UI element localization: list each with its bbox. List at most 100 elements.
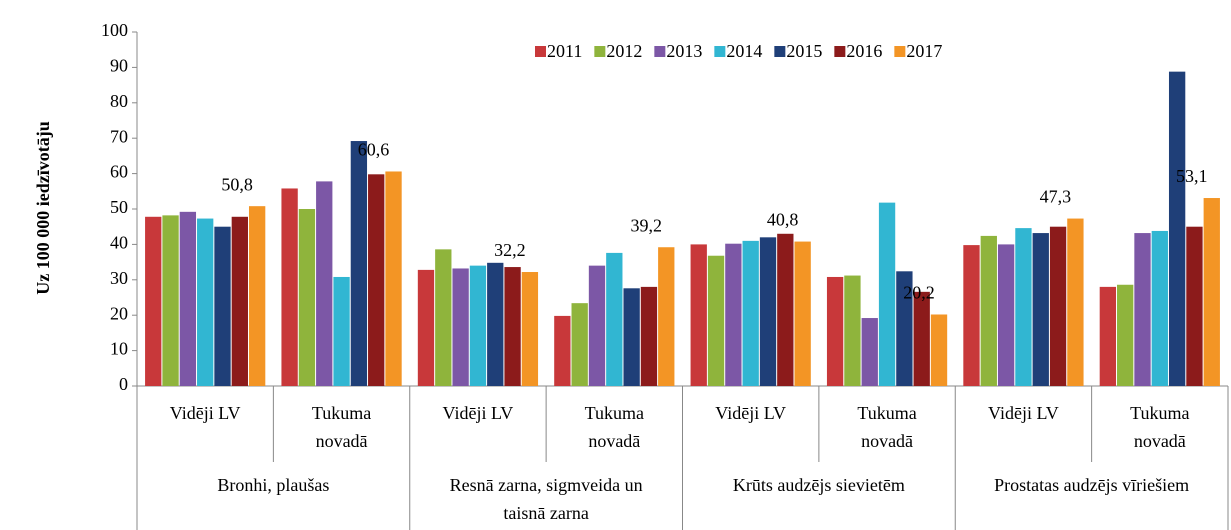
bar [571,303,588,386]
data-label: 47,3 [1040,187,1072,207]
legend-swatch [714,46,726,57]
legend-label: 2016 [846,41,882,61]
data-label: 60,6 [358,140,390,160]
legend-swatch [594,46,606,57]
bar [878,202,896,386]
bar [826,276,844,386]
data-label: 40,8 [767,210,799,230]
bar [623,288,640,386]
bar [1186,226,1203,386]
bar [452,268,469,386]
y-tick-label: 0 [119,374,128,394]
x-tick-label: Vidēji LV [443,403,514,423]
bar [606,252,623,386]
legend-swatch [774,46,786,57]
y-axis-label: Uz 100 000 iedzīvotāju [33,121,53,294]
bar [707,255,725,386]
data-label: 53,1 [1176,166,1208,186]
legend-label: 2015 [786,41,822,61]
group-label: Prostatas audzējs vīriešiem [994,475,1189,495]
bar [504,267,521,386]
legend-swatch [535,46,546,57]
bar [417,269,435,386]
bar [588,265,606,386]
bar [435,249,452,386]
legend-swatch [894,46,906,57]
bar [333,276,350,386]
bar [179,211,197,386]
bar [658,247,675,386]
x-tick-label: Tukuma novadā [312,403,371,451]
bar [248,206,266,386]
legend-swatch [654,46,666,57]
x-tick-label: Vidēji LV [715,403,786,423]
bar [298,209,316,386]
bar [794,241,811,386]
data-label: 32,2 [494,240,526,260]
bar [1168,71,1186,386]
group-label: Resnā zarna, sigmveida un taisnā zarna [450,475,643,523]
bar [742,240,759,386]
bar [231,216,248,386]
bar [980,235,997,386]
bar [1032,233,1049,386]
y-tick-label: 60 [110,162,128,182]
legend-label: 2014 [726,41,762,61]
bar [861,318,878,386]
bar [640,286,658,386]
bar [963,245,980,386]
y-tick-label: 30 [110,268,128,288]
bar [844,275,861,386]
bar [469,265,487,386]
bar [214,226,231,386]
bar [197,218,214,386]
legend-label: 2012 [606,41,642,61]
bar [350,141,368,386]
legend-label: 2011 [547,41,582,61]
bar [759,237,777,386]
bar [690,244,707,386]
bar [1067,218,1084,386]
bar [896,271,913,386]
data-label: 20,2 [903,283,935,303]
legend-label: 2013 [666,41,702,61]
legend-swatch [834,46,846,57]
bar [368,174,385,386]
group-label: Bronhi, plaušas [217,475,329,495]
y-tick-label: 40 [110,233,128,253]
bar [930,314,948,386]
bar [1049,226,1067,386]
bar [521,272,539,386]
y-tick-label: 20 [110,303,128,323]
x-tick-label: Vidēji LV [170,403,241,423]
y-tick-label: 50 [110,197,128,217]
legend-label: 2017 [906,41,942,61]
bar [385,171,402,386]
y-tick-label: 70 [110,126,128,146]
bar [145,216,162,386]
bar [1203,198,1220,386]
bar [281,188,298,386]
bar [725,243,742,386]
y-tick-label: 10 [110,339,128,359]
bar [913,291,930,386]
bar [1151,230,1168,386]
bar [1015,228,1032,386]
bar [487,262,504,386]
bar [997,244,1015,386]
y-tick-label: 80 [110,91,128,111]
x-tick-label: Vidēji LV [988,403,1059,423]
bar [777,233,794,386]
x-tick-label: Tukuma novadā [585,403,644,451]
bar [162,215,179,386]
y-tick-label: 100 [101,20,128,40]
data-label: 39,2 [631,215,663,235]
bar [1134,233,1151,386]
bar [1099,286,1117,386]
x-tick-label: Tukuma novadā [857,403,916,451]
y-tick-label: 90 [110,56,128,76]
data-label: 50,8 [221,174,253,194]
x-tick-label: Tukuma novadā [1130,403,1189,451]
bar [316,181,333,386]
